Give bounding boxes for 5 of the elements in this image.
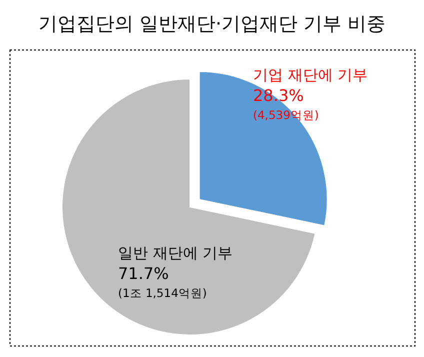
text: (1조 1,514억원) — [118, 286, 207, 300]
slice-label: 일반 재단에 기부 — [118, 244, 233, 262]
data-label: 71.7% — [118, 264, 169, 283]
chart-title: 기업집단의 일반재단·기업재단 기부 비중 — [38, 13, 386, 35]
slice-label: 기업 재단에 기부 — [253, 66, 368, 84]
